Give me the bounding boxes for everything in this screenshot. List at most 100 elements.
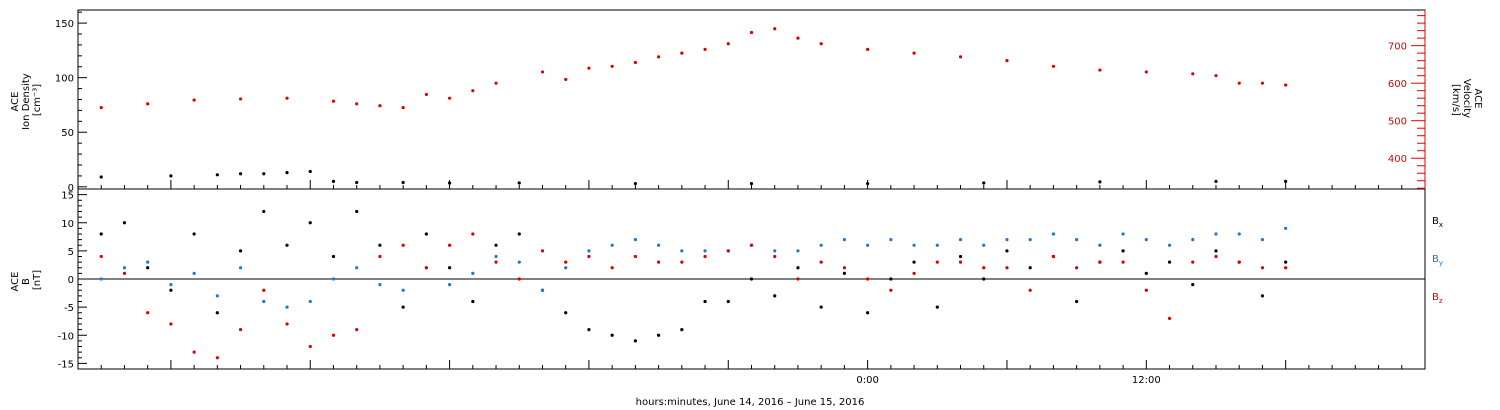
by-point	[889, 238, 893, 242]
velocity-point	[819, 42, 823, 46]
density-axis-title-line-3: [cm⁻³]	[32, 84, 43, 116]
by-point	[238, 266, 243, 270]
b-field-tick-label: -15	[58, 359, 74, 370]
bx-point	[1028, 266, 1032, 270]
velocity-point	[1005, 59, 1009, 63]
b-field-tick-label: 15	[61, 191, 74, 202]
bx-point	[424, 232, 428, 236]
density-tick-label: 100	[55, 74, 74, 85]
bx-point	[1167, 260, 1172, 264]
by-point	[633, 238, 637, 242]
by-point	[1121, 232, 1125, 236]
by-point	[1005, 238, 1009, 242]
velocity-point	[494, 81, 498, 85]
velocity-point	[1260, 81, 1265, 85]
bx-point	[1144, 271, 1148, 275]
velocity-point	[540, 70, 545, 74]
bx-point	[889, 277, 893, 281]
density-point	[633, 181, 637, 186]
velocity-tick-label: 500	[1388, 117, 1407, 128]
by-point	[331, 277, 336, 281]
bx-point	[1121, 249, 1125, 253]
by-point	[610, 243, 614, 247]
velocity-axis-title-line-1: ACE	[1472, 88, 1483, 108]
bz-point	[564, 260, 568, 264]
bx-point	[401, 305, 405, 309]
time-tick-label: 0:00	[856, 375, 878, 386]
by-point	[494, 254, 498, 259]
velocity-point	[912, 51, 916, 55]
velocity-point	[424, 92, 428, 97]
density-point	[169, 174, 173, 178]
bz-point	[424, 266, 428, 270]
density-point	[447, 181, 452, 185]
velocity-axis-title-line-2: Velocity	[1461, 79, 1472, 118]
b-field-tick-label: 10	[61, 219, 74, 230]
bx-point	[331, 254, 336, 259]
by-point	[447, 283, 452, 287]
bx-point	[935, 305, 939, 309]
by-point	[1144, 238, 1148, 242]
time-axis-ticks: 0:00 12:00	[100, 180, 1403, 386]
by-point	[215, 294, 219, 298]
bx-point	[1005, 249, 1009, 253]
density-point	[1284, 179, 1288, 183]
bz-point	[215, 356, 219, 360]
by-point	[842, 238, 846, 242]
bz-point	[1028, 288, 1032, 292]
bx-point	[1214, 249, 1218, 253]
b-field-axis-title: ACE B [nT]	[10, 268, 43, 291]
b-field-axis-title-line-1: ACE	[10, 272, 21, 292]
bx-point	[355, 209, 359, 214]
bz-point	[982, 266, 986, 270]
bx-point	[471, 299, 475, 304]
by-point	[703, 249, 707, 253]
bx-point	[1075, 299, 1079, 304]
density-point	[749, 181, 754, 186]
by-point	[1237, 232, 1241, 236]
by-point	[819, 243, 823, 247]
bx-point	[146, 266, 150, 270]
velocity-point	[378, 104, 382, 108]
bz-point	[587, 254, 591, 259]
density-tick-label: 0	[68, 183, 74, 194]
legend-bz: Bz	[1432, 292, 1443, 305]
density-point	[517, 181, 521, 185]
time-tick-label: 12:00	[1132, 375, 1161, 386]
bx-point	[238, 249, 243, 253]
density-point	[866, 181, 870, 186]
bx-point	[1284, 260, 1288, 264]
by-point	[866, 243, 870, 247]
by-point	[1051, 232, 1056, 236]
b-field-axis-ticks: -15 -10 -5 0 5 10 15	[58, 191, 1425, 370]
velocity-point	[1214, 74, 1218, 78]
bx-point	[796, 266, 800, 270]
velocity-point	[633, 60, 637, 65]
density-point	[331, 179, 336, 183]
bz-point	[494, 260, 498, 264]
by-point	[796, 249, 800, 253]
velocity-tick-label: 700	[1388, 42, 1407, 53]
velocity-point	[331, 99, 336, 103]
bz-point	[726, 249, 730, 253]
bz-point	[447, 243, 452, 247]
velocity-point	[703, 47, 707, 52]
b-field-tick-label: -5	[64, 303, 74, 314]
density-axis-title-line-2: Ion Density	[21, 73, 32, 130]
bz-point	[471, 232, 475, 236]
bx-point	[982, 277, 986, 281]
velocity-point	[1237, 81, 1241, 85]
by-point	[169, 283, 173, 287]
density-tick-label: 150	[55, 19, 74, 30]
density-point	[308, 169, 312, 174]
velocity-point	[773, 27, 777, 31]
bz-point	[796, 277, 800, 281]
x-axis-title: hours:minutes, June 14, 2016 – June 15, …	[636, 397, 865, 408]
legend: Bx By Bz	[1432, 216, 1443, 305]
by-point	[122, 266, 127, 270]
by-point	[308, 299, 312, 304]
bz-point	[1191, 260, 1195, 264]
top-panel-frame	[77, 9, 1426, 190]
velocity-point	[471, 89, 475, 93]
